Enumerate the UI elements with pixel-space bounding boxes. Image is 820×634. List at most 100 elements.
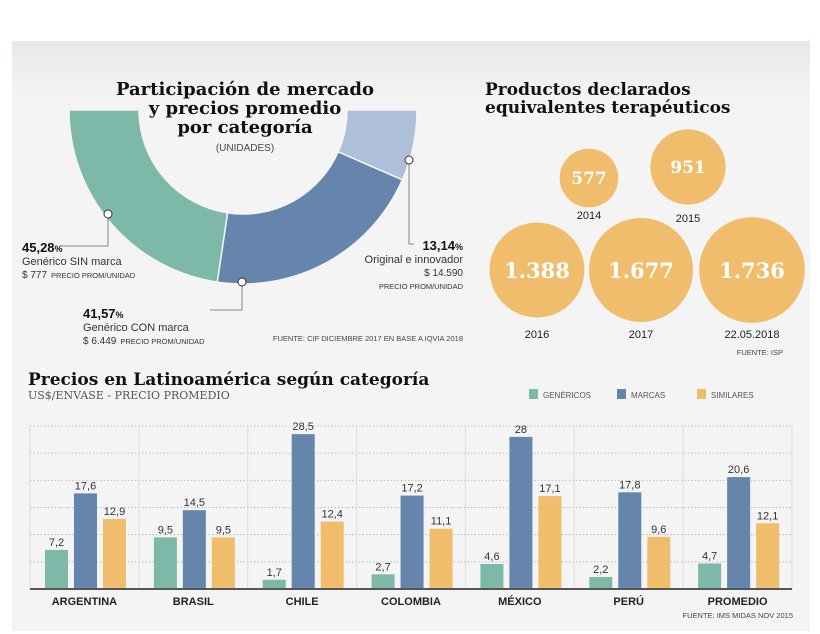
slice-price-value: $ 14.590 (424, 268, 463, 279)
bubble-year: 2014 (577, 210, 601, 222)
bar-1 (74, 493, 97, 589)
bar-value-label: 12,9 (104, 506, 125, 518)
slice-pct-value: 45,28 (22, 240, 55, 255)
donut-title-line: Participación de mercado (116, 79, 374, 100)
bar-1 (727, 477, 751, 589)
legend-label: MARCAS (631, 391, 665, 400)
donut-subtitle: (UNIDADES) (216, 143, 274, 154)
bar-0 (371, 574, 395, 589)
slice-pct: 13,14% (422, 238, 463, 253)
donut-title-line: por categoría (177, 117, 313, 138)
slice-price: $ 6.449 PRECIO PROM/UNIDAD (83, 336, 205, 347)
bar-0 (698, 563, 722, 589)
bar-value-label: 9,5 (158, 524, 173, 536)
bubble (559, 148, 619, 208)
donut-slice-1 (216, 150, 404, 285)
slice-pct-sign: % (455, 242, 463, 252)
slice-pct-sign: % (55, 244, 63, 254)
slice-name: Genérico SIN marca (22, 256, 123, 268)
bubble-year: 22.05.2018 (724, 329, 779, 341)
bar-title: Precios en Latinoamérica según categoría (28, 370, 429, 390)
slice-name: Genérico CON marca (83, 322, 190, 334)
slice-price-note: PRECIO PROM/UNIDAD (379, 282, 464, 291)
legend-label: SIMILARES (711, 391, 754, 400)
donut-title-line: y precios promedio (148, 98, 341, 119)
bar-value-label: 2,2 (593, 564, 608, 576)
bubble-title-line: Productos declarados (485, 80, 691, 100)
donut-slice-0 (68, 109, 229, 283)
bubble (589, 218, 693, 322)
bar-value-label: 17,1 (539, 483, 560, 495)
bar-0 (480, 564, 504, 589)
slice-pct: 41,57% (83, 306, 124, 321)
slice-price-note: PRECIO PROM/UNIDAD (120, 337, 205, 346)
bar-2 (647, 536, 671, 589)
bar-2 (429, 528, 453, 589)
donut-source: FUENTE: CIF DICIEMBRE 2017 EN BASE A IQV… (273, 334, 463, 343)
bar-value-label: 9,6 (651, 524, 666, 536)
slice-pct-sign: % (116, 310, 124, 320)
legend-label: GENÉRICOS (543, 391, 591, 400)
bar-value-label: 4,7 (702, 550, 717, 562)
category-label: PERÚ (613, 595, 644, 608)
bar-0 (45, 549, 68, 589)
bar-source: FUENTE: IMS MIDAS NOV 2015 (683, 611, 793, 620)
legend-swatch (697, 389, 706, 399)
bubble-year: 2017 (629, 329, 653, 341)
slice-price-note: PRECIO PROM/UNIDAD (51, 271, 136, 280)
bar-value-label: 2,7 (375, 561, 390, 573)
legend-swatch (617, 389, 626, 399)
slice-pct-value: 41,57 (83, 306, 116, 321)
leader-line (408, 160, 414, 245)
bar-2 (103, 518, 126, 589)
bar-0 (153, 537, 177, 589)
leader-line (60, 214, 109, 247)
slice-name: Original e innovador (365, 254, 464, 266)
bar-value-label: 12,4 (322, 509, 343, 521)
bar-value-label: 1,7 (267, 567, 282, 579)
slice-marker (404, 155, 414, 165)
bar-value-label: 9,5 (216, 524, 231, 536)
category-label: CHILE (286, 596, 319, 608)
category-label: ARGENTINA (52, 596, 117, 608)
bar-2 (538, 496, 562, 589)
bar-value-label: 4,6 (484, 551, 499, 563)
bubble-year: 2016 (525, 329, 549, 341)
bubble (489, 222, 585, 318)
slice-pct-value: 13,14 (422, 238, 455, 253)
bubble-value: 951 (670, 158, 706, 178)
bar-value-label: 20,6 (728, 464, 749, 476)
bar-2 (211, 537, 235, 589)
slice-marker (103, 209, 113, 219)
category-label: COLOMBIA (381, 596, 441, 608)
bar-value-label: 28 (515, 424, 527, 436)
category-label: PROMEDIO (708, 596, 768, 608)
bar-value-label: 7,2 (49, 537, 64, 549)
slice-price: $ 777 PRECIO PROM/UNIDAD (22, 270, 136, 281)
bar-0 (262, 579, 286, 589)
bar-value-label: 12,1 (757, 510, 778, 522)
slice-pct: 45,28% (22, 240, 63, 255)
bar-1 (400, 495, 424, 589)
bubble-source: FUENTE: ISP (737, 348, 783, 357)
bar-value-label: 17,8 (619, 479, 640, 491)
bar-2 (756, 523, 780, 589)
bar-1 (618, 492, 642, 589)
bar-1 (182, 510, 206, 589)
bar-value-label: 17,6 (75, 480, 96, 492)
bubble-value: 577 (571, 169, 607, 189)
bar-subtitle: US$/ENVASE - PRECIO PROMEDIO (28, 389, 230, 402)
category-label: BRASIL (173, 596, 214, 608)
bar-1 (509, 436, 533, 589)
bar-0 (589, 577, 613, 589)
bar-value-label: 11,1 (431, 516, 452, 528)
bar-2 (320, 521, 344, 589)
bar-value-label: 14,5 (184, 497, 205, 509)
bubble-value: 1.736 (719, 258, 785, 283)
bubble-year: 2015 (676, 213, 700, 225)
bubble-value: 1.677 (608, 258, 674, 283)
category-label: MÉXICO (498, 595, 542, 608)
slice-price-value: $ 6.449 (83, 336, 117, 347)
slice-price-value: $ 777 (22, 270, 47, 281)
leader-line (210, 282, 243, 311)
